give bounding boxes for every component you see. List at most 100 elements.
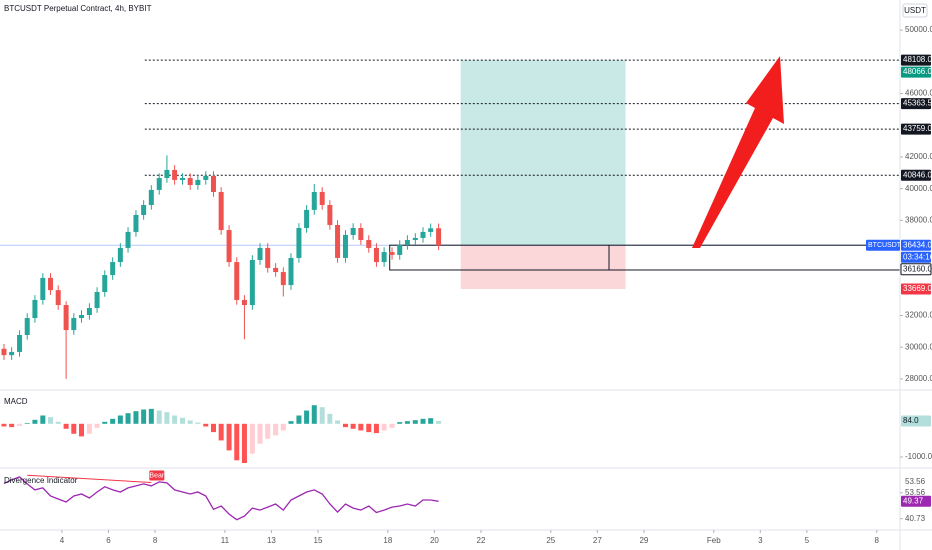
candle-body: [203, 175, 209, 180]
candle-body: [273, 267, 279, 273]
position-target: [460, 60, 626, 246]
macd-bar: [1, 423, 7, 427]
candle-body: [71, 318, 77, 331]
y-tick-label: 28000.0: [905, 374, 932, 383]
candle-body: [381, 252, 387, 263]
candle-body: [195, 179, 201, 186]
y-tick-label: 40000.0: [905, 184, 932, 193]
candle-body: [373, 247, 379, 263]
candle-body: [110, 262, 116, 276]
y-tick-label: 50000.0: [905, 25, 932, 34]
x-tick-label: 22: [477, 536, 486, 545]
candle-body: [180, 178, 186, 180]
macd-bar: [86, 423, 92, 434]
candle-body: [404, 240, 410, 245]
price-tag-label: 36160.0: [903, 264, 932, 273]
candle-body: [319, 191, 325, 205]
macd-bar: [24, 423, 30, 424]
macd-bar: [397, 422, 403, 424]
candle-body: [412, 237, 418, 241]
candle-body: [335, 224, 341, 258]
symbol-tag-label: BTCUSDT: [868, 242, 902, 249]
candle-body: [133, 214, 139, 232]
candle-body: [257, 247, 263, 260]
candle-body: [226, 230, 232, 263]
macd-bar: [296, 415, 302, 424]
x-tick-label: 4: [60, 536, 65, 545]
candle-body: [55, 290, 61, 306]
candle-body: [366, 240, 372, 248]
macd-bar: [78, 423, 84, 437]
price-tag-label: 33669.0: [903, 284, 932, 293]
macd-bar: [110, 418, 116, 424]
candle-body: [428, 228, 434, 232]
macd-bar: [412, 420, 418, 424]
candle-body: [187, 178, 193, 186]
chart-title: BTCUSDT Perpetual Contract, 4h, BYBIT: [4, 4, 152, 13]
macd-bar: [327, 413, 333, 424]
candle-body: [234, 262, 240, 300]
candle-body: [156, 178, 162, 190]
macd-bar: [148, 408, 154, 424]
macd-bar: [257, 423, 263, 444]
candle-body: [17, 334, 23, 352]
x-tick-label: 5: [805, 536, 810, 545]
candle-body: [102, 275, 108, 293]
candle-body: [327, 204, 333, 225]
candle-body: [148, 189, 154, 205]
candle-body: [288, 257, 294, 286]
y-tick-label: 30000.0: [905, 342, 932, 351]
price-tag: [900, 263, 932, 276]
macd-bar: [420, 418, 426, 424]
price-tag-label: 48066.0: [903, 67, 932, 76]
macd-bar: [180, 417, 186, 424]
candle-body: [1, 348, 7, 356]
price-tag-label: 48108.0: [903, 55, 932, 64]
price-tag: [901, 98, 931, 110]
price-tag-label: 43759.0: [903, 124, 932, 133]
currency-box: [902, 3, 928, 18]
candle-body: [389, 252, 395, 255]
macd-bar: [187, 420, 193, 424]
macd-bar: [249, 423, 255, 454]
macd-bar: [48, 417, 54, 424]
macd-bar: [381, 423, 387, 431]
price-tag: [901, 169, 931, 181]
candle-body: [24, 318, 30, 335]
macd-bar: [273, 423, 279, 436]
price-tag: [901, 495, 931, 507]
divergence-line: [27, 474, 152, 483]
x-tick-label: 8: [153, 536, 158, 545]
candle-body: [86, 308, 92, 316]
indicator-level-label: 53.56: [905, 477, 926, 486]
macd-bar: [172, 415, 178, 424]
candle-body: [241, 299, 247, 306]
y-tick-label: 53.56: [905, 488, 926, 497]
y-tick-label: 38000.0: [905, 215, 932, 224]
price-tag: [901, 123, 931, 135]
x-tick-label: 29: [639, 536, 648, 545]
x-tick-label: 25: [546, 536, 555, 545]
axis-layer: 4 6 8 11 13 15 18 20 22 25 27 29 Feb 3 5 8 50000.0 46000.…: [60, 25, 932, 545]
pane-title: Divergence Indicator: [4, 476, 78, 485]
candle-body: [265, 247, 271, 268]
y-tick-label: -1000.0: [905, 452, 932, 461]
candle-body: [40, 277, 46, 300]
position-stop: [460, 245, 626, 290]
macd-bar: [195, 422, 201, 424]
divergence-tag: [149, 470, 165, 481]
x-tick-label: 13: [267, 536, 276, 545]
candle-body: [63, 305, 69, 331]
macd-bar: [117, 415, 123, 424]
candle-body: [48, 277, 54, 291]
candle-body: [296, 227, 302, 258]
x-tick-label: 18: [383, 536, 392, 545]
macd-bar: [304, 410, 310, 424]
candle-body: [397, 244, 403, 255]
candle-body: [358, 227, 364, 241]
price-tag: [901, 283, 931, 295]
macd-bar: [17, 423, 23, 426]
pane-title: MACD: [4, 397, 28, 406]
macd-bar: [373, 423, 379, 434]
price-tag: [901, 54, 931, 66]
